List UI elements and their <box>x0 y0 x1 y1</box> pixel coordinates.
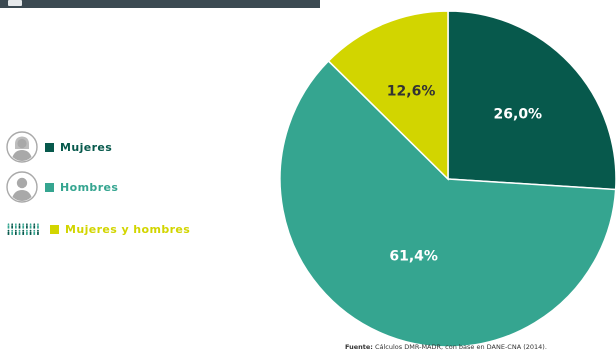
source-text: Cálculos DMR-MADR, con base en DANE-CNA … <box>374 343 547 351</box>
pie-label-mujeres: 26,0% <box>494 106 543 122</box>
header-icon <box>8 0 22 6</box>
legend-item-ambos: Mujeres y hombres <box>6 212 190 246</box>
legend-item-mujeres: Mujeres <box>6 130 112 164</box>
title-bar <box>0 0 320 8</box>
pie-slice-mujeres <box>447 10 616 191</box>
source-label: Fuente: <box>345 343 373 351</box>
pie-label-ambos: 12,6% <box>387 84 436 100</box>
legend-swatch-mujeres <box>45 142 54 152</box>
legend-swatch-ambos <box>50 224 59 234</box>
source-note: Fuente: Cálculos DMR-MADR, con base en D… <box>345 343 547 351</box>
legend-label-mujeres: Mujeres <box>60 140 113 154</box>
legend-swatch-hombres <box>45 182 54 192</box>
pie-slice-hombres <box>279 59 616 348</box>
legend-item-hombres: Hombres <box>6 170 118 204</box>
pie-slice-ambos <box>327 10 449 181</box>
pie-label-hombres: 61,4% <box>389 249 438 265</box>
legend-label-hombres: Hombres <box>60 180 119 194</box>
man-avatar-icon <box>6 170 40 204</box>
woman-avatar-icon <box>6 130 40 164</box>
legend-label-ambos: Mujeres y hombres <box>65 222 191 236</box>
people-group-icon <box>6 212 40 246</box>
